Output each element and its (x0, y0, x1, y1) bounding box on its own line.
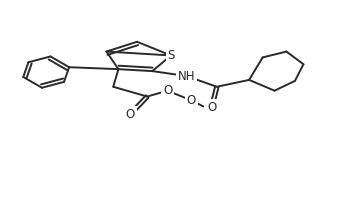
Text: O: O (187, 94, 196, 107)
Text: O: O (126, 108, 135, 121)
Text: S: S (167, 49, 175, 62)
Text: O: O (207, 101, 216, 114)
Text: O: O (163, 84, 172, 97)
Text: NH: NH (177, 70, 195, 83)
